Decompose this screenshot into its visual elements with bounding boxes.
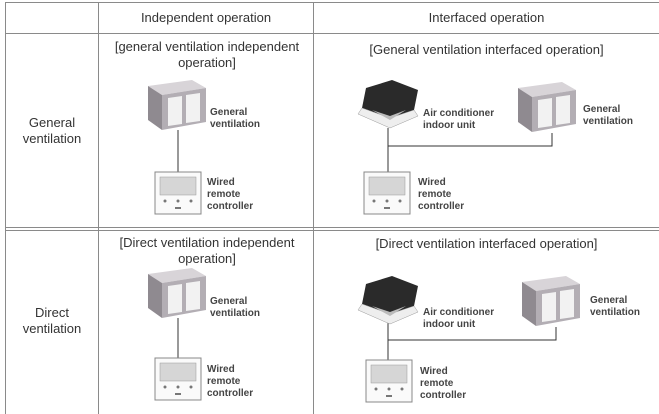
device-label: General ventilation [210,296,261,319]
cell-caption: [Direct ventilation interfaced operation… [375,236,598,251]
unit-top [522,276,580,291]
remote-button [163,385,167,389]
panel [168,284,182,314]
remote-button [163,199,167,203]
remote-button [385,199,389,203]
remote-icon [154,357,202,401]
table-borders [5,2,659,414]
connector-line [388,327,557,341]
unit-body [362,276,418,314]
remote-icon [365,359,413,403]
remote-screen [159,176,197,196]
remote-button [398,199,402,203]
unit-front [518,88,532,132]
ventilation-unit-icon [522,276,580,326]
unit-grille [372,306,406,316]
remote-icon [363,171,411,215]
device-label: General ventilation [590,295,641,318]
device-label: General ventilation [583,104,634,127]
device-label: Wired remote controller [207,177,254,212]
cassette-unit-icon [357,80,419,129]
device-label: Wired remote controller [418,177,465,212]
unit-top [518,82,576,97]
remote-button [400,387,404,391]
panel [168,96,182,126]
device-label: Wired remote controller [420,366,467,401]
unit-top [148,80,206,95]
remote-button [176,199,180,203]
row-label: Direct ventilation [22,305,82,336]
cassette-unit-icon [357,276,419,325]
ventilation-unit-icon [148,80,206,130]
unit-front [148,86,162,130]
remote-button [189,199,193,203]
panel [186,93,200,123]
remote-screen [370,364,408,384]
row-label: General ventilation [22,115,82,146]
cell-caption: [Direct ventilation independent operatio… [119,235,295,266]
unit-front [522,282,536,326]
remote-logo [384,207,390,209]
remote-logo [175,393,181,395]
remote-screen [159,362,197,382]
remote-icon [154,171,202,215]
unit-body [362,80,418,118]
remote-button [387,387,391,391]
panel [538,98,552,128]
header-cell: Interfaced operation [428,10,545,25]
remote-button [372,199,376,203]
remote-button [374,387,378,391]
unit-top [148,268,206,283]
header-cell: Independent operation [140,10,272,25]
remote-button [189,385,193,389]
connector-line [388,133,553,147]
remote-logo [175,207,181,209]
ventilation-unit-icon [148,268,206,318]
device-label: Wired remote controller [207,364,254,399]
unit-front [148,274,162,318]
cell-caption: [General ventilation interfaced operatio… [369,42,604,57]
remote-logo [386,395,392,397]
icons [148,80,580,403]
panel [542,292,556,322]
panel [560,289,574,319]
device-label: Air conditioner indoor unit [423,307,495,330]
unit-grille [372,110,406,120]
device-label: Air conditioner indoor unit [423,108,495,131]
panel [556,95,570,125]
remote-screen [368,176,406,196]
ventilation-unit-icon [518,82,576,132]
panel [186,281,200,311]
device-label: General ventilation [210,107,261,130]
remote-button [176,385,180,389]
cell-caption: [general ventilation independent operati… [114,39,300,70]
